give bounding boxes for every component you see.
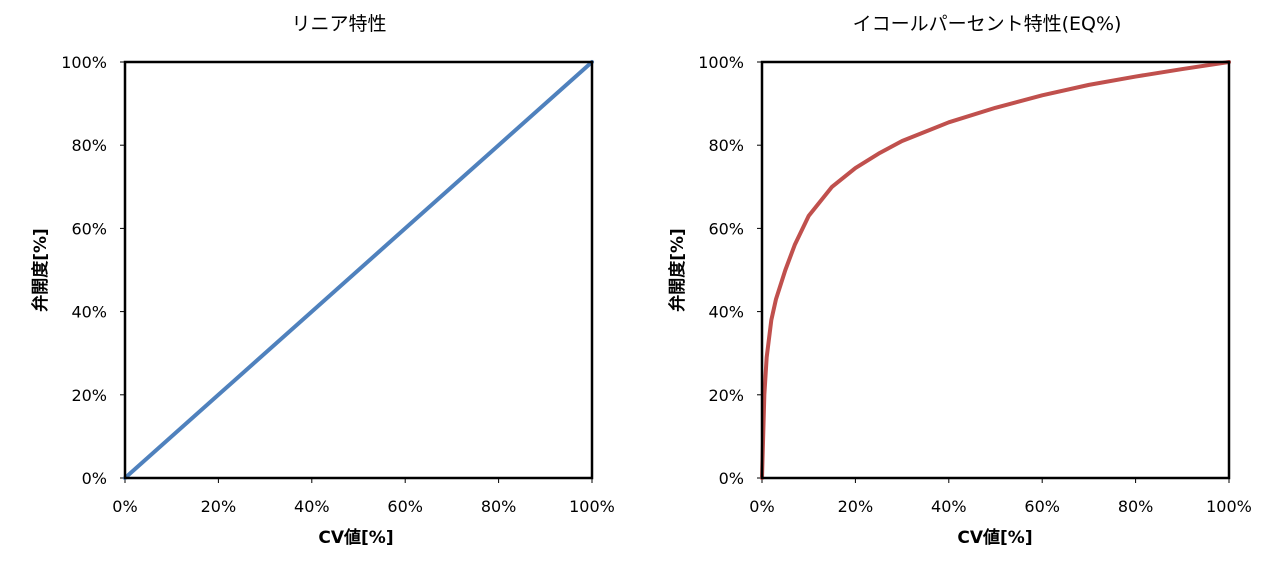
y-axis-label: 弁開度[%] [30, 228, 51, 312]
y-tick-label: 0% [82, 469, 107, 488]
series-line [123, 60, 594, 480]
y-tick-label: 0% [719, 469, 744, 488]
x-axis-label: CV値[%] [957, 527, 1032, 548]
x-tick-label: 20% [201, 497, 237, 516]
chart-2: イコールパーセント特性(EQ%) 0% 20% 40% 60% 80% 100% 0% 20% 4… [667, 13, 1252, 548]
y-tick-label: 80% [708, 136, 744, 155]
x-tick-label: 40% [931, 497, 967, 516]
y-tick-label: 20% [708, 386, 744, 405]
series-line [760, 60, 1231, 480]
plot-area-border [760, 60, 1231, 480]
x-tick-label: 60% [387, 497, 423, 516]
x-axis-label: CV値[%] [318, 527, 393, 548]
x-tick-label: 100% [1206, 497, 1252, 516]
chart-title: イコールパーセント特性(EQ%) [853, 13, 1122, 35]
y-tick-label: 100% [61, 53, 107, 72]
chart-title: リニア特性 [291, 13, 386, 35]
y-tick-label: 80% [71, 136, 107, 155]
x-tick-label: 60% [1024, 497, 1060, 516]
y-tick-label: 20% [71, 386, 107, 405]
y-axis-label: 弁開度[%] [667, 228, 688, 312]
y-tick-label: 60% [71, 219, 107, 238]
x-tick-label: 40% [294, 497, 330, 516]
x-tick-label: 0% [112, 497, 137, 516]
y-tick-label: 40% [708, 303, 744, 322]
x-tick-label: 80% [1118, 497, 1154, 516]
chart-1: リニア特性 0% 20% 40% 60% 80% 100% 0% 20% 40% 60% 80% 100… [30, 13, 615, 548]
y-tick-label: 60% [708, 219, 744, 238]
x-tick-label: 100% [569, 497, 615, 516]
x-tick-label: 0% [749, 497, 774, 516]
y-tick-label: 100% [698, 53, 744, 72]
plot-area-border [123, 60, 594, 480]
y-tick-label: 40% [71, 303, 107, 322]
x-tick-label: 20% [838, 497, 874, 516]
x-tick-label: 80% [481, 497, 517, 516]
